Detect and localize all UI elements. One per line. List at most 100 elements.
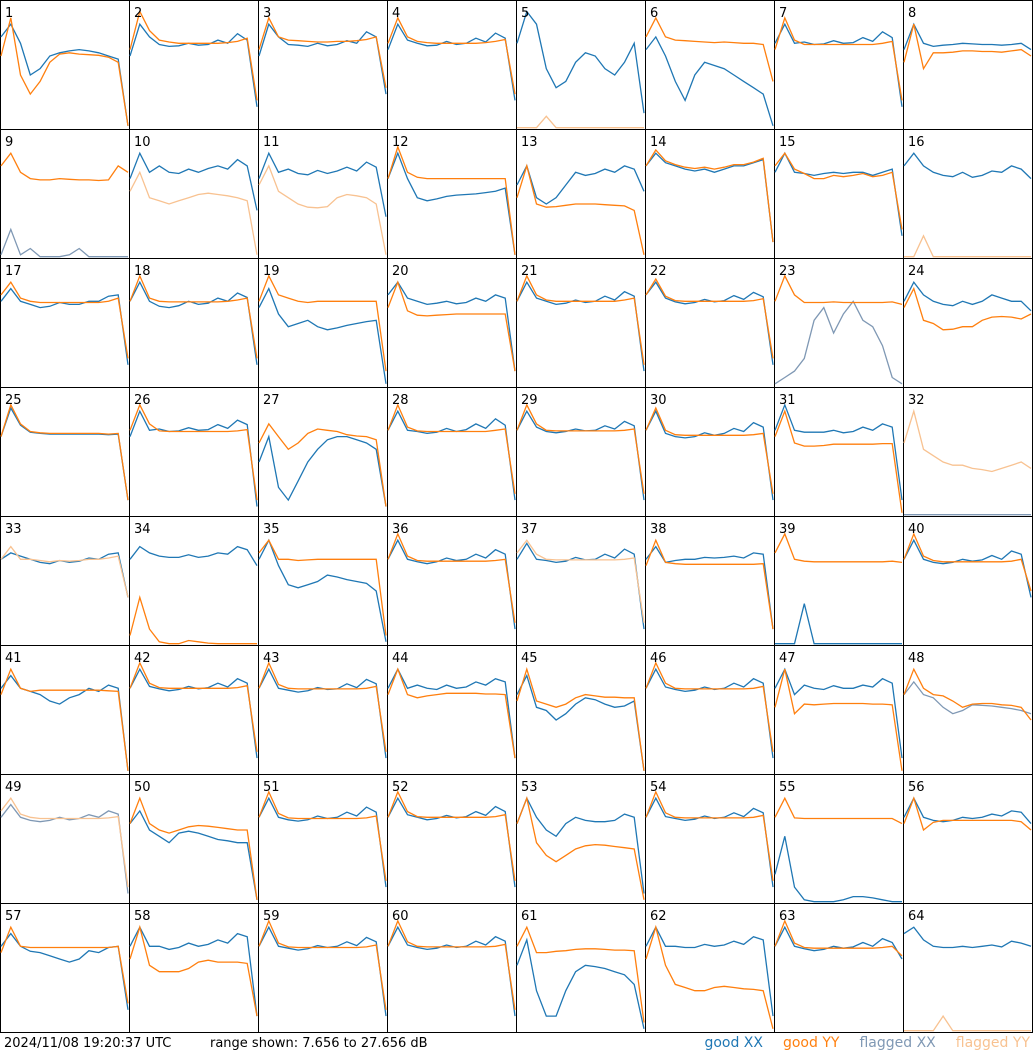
panel-frame: [516, 0, 646, 130]
panel-frame: [129, 0, 259, 130]
panel-label: 43: [263, 651, 280, 666]
spectrum-line: [387, 151, 516, 255]
panel-label: 45: [521, 651, 538, 666]
spectrum-line: [903, 680, 1032, 715]
panel-label: 10: [134, 135, 151, 150]
spectrum-line: [258, 16, 387, 88]
spectrum-line: [258, 925, 387, 1017]
spectrum-line: [516, 409, 645, 501]
panel-label: 34: [134, 522, 151, 537]
spectrum-line: [258, 796, 387, 888]
spectrum-line: [903, 24, 1032, 71]
panel-frame: [258, 645, 388, 775]
panel-label: 17: [5, 264, 22, 279]
spectrum-line: [0, 403, 129, 501]
panel-label: 24: [908, 264, 925, 279]
spectrum-line: [258, 422, 387, 507]
panel-frame: [903, 258, 1033, 388]
spectrum-line: [258, 661, 387, 752]
spectrum-line: [258, 919, 387, 1010]
spectrum-line: [0, 287, 129, 365]
panel-label: 5: [521, 6, 529, 21]
spectrum-line: [903, 667, 1032, 721]
spectrum-line: [903, 532, 1032, 592]
spectrum-line: [129, 151, 258, 211]
spectrum-line: [774, 403, 903, 501]
panel-label: 21: [521, 264, 538, 279]
spectrum-line: [516, 925, 645, 1023]
panel-frame: [516, 387, 646, 517]
spectrum-line: [516, 673, 645, 771]
spectrum-line: [387, 532, 516, 623]
spectrum-line: [516, 274, 645, 365]
spectrum-line: [258, 287, 387, 384]
panel-frame: [387, 645, 517, 775]
panel-label: 22: [650, 264, 667, 279]
panel-frame: [0, 129, 130, 259]
spectrum-line: [774, 300, 903, 385]
panel-label: 32: [908, 393, 925, 408]
spectrum-line: [129, 924, 258, 1017]
panel-label: 16: [908, 135, 925, 150]
panel-label: 3: [263, 6, 271, 21]
spectrum-line: [645, 925, 774, 1017]
panel-label: 20: [392, 264, 409, 279]
panel-label: 12: [392, 135, 409, 150]
panel-frame: [774, 516, 904, 646]
spectrum-line: [129, 403, 258, 501]
legend-entry: flagged XX: [859, 1035, 936, 1051]
panel-frame: [387, 903, 517, 1033]
panel-frame: [387, 258, 517, 388]
panel-label: 7: [779, 6, 787, 21]
spectrum-line: [387, 667, 516, 759]
spectrum-line: [903, 152, 1032, 180]
spectrum-line: [0, 667, 129, 771]
spectrum-line: [129, 170, 258, 255]
panel-frame: [0, 903, 130, 1033]
panel-label: 47: [779, 651, 796, 666]
panel-label: 58: [134, 909, 151, 924]
panel-frame: [258, 129, 388, 259]
spectrum-line: [516, 795, 645, 900]
spectrum-line: [774, 274, 903, 306]
spectrum-line: [645, 661, 774, 752]
spectrum-line: [904, 234, 1031, 258]
spectrum-line: [774, 836, 902, 903]
panel-label: 33: [5, 522, 22, 537]
spectrum-line: [387, 919, 516, 1010]
panel-frame: [129, 903, 259, 1033]
spectrum-line: [129, 280, 258, 365]
panel-label: 14: [650, 135, 667, 150]
panel-frame: [258, 903, 388, 1033]
spectrum-line: [774, 796, 903, 825]
spectrum-line: [774, 152, 903, 230]
panel-label: 8: [908, 6, 916, 21]
panel-frame: [903, 903, 1033, 1033]
panel-label: 53: [521, 780, 538, 795]
panel-frame: [774, 387, 904, 517]
panel-label: 50: [134, 780, 151, 795]
spectrum-line: [258, 164, 387, 255]
spectrum-line: [129, 809, 258, 900]
spectrum-line: [129, 274, 258, 359]
spectrum-line: [645, 152, 774, 243]
panel-frame: [516, 258, 646, 388]
spectrum-line: [903, 796, 1032, 832]
panel-label: 6: [650, 6, 658, 21]
panel-label: 44: [392, 651, 409, 666]
spectrum-line: [129, 595, 257, 645]
spectrum-line: [774, 151, 903, 236]
spectrum-line: [387, 790, 516, 881]
spectrum-line: [129, 796, 258, 900]
spectrum-line: [129, 22, 258, 107]
spectrum-line: [645, 406, 774, 494]
panel-frame: [516, 645, 646, 775]
spectrum-line: [903, 538, 1032, 598]
panel-label: 13: [521, 135, 538, 150]
panel-frame: [903, 129, 1033, 259]
spectrum-line: [516, 403, 645, 494]
spectrum-line: [387, 16, 516, 95]
spectrum-line: [903, 796, 1032, 825]
panel-frame: [645, 258, 775, 388]
panel-frame: [903, 387, 1033, 517]
